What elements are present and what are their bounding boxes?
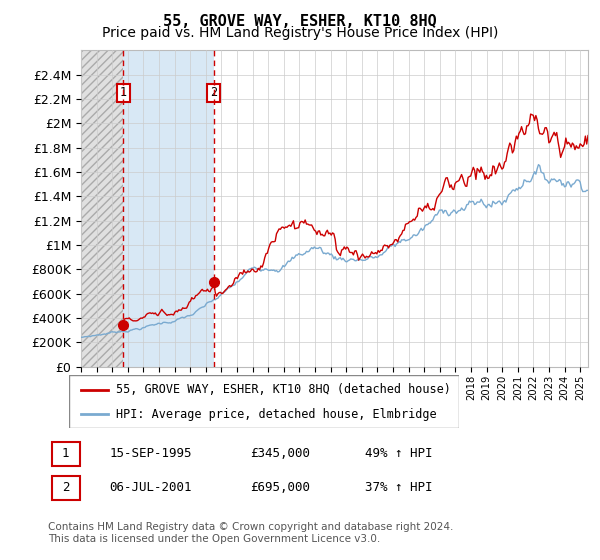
Bar: [81, 50, 123, 367]
Text: 15-SEP-1995: 15-SEP-1995: [110, 447, 192, 460]
Text: 2: 2: [62, 482, 70, 494]
Text: Contains HM Land Registry data © Crown copyright and database right 2024.
This d: Contains HM Land Registry data © Crown c…: [48, 522, 454, 544]
Text: 1: 1: [120, 86, 127, 100]
Text: 37% ↑ HPI: 37% ↑ HPI: [365, 482, 432, 494]
Text: HPI: Average price, detached house, Elmbridge: HPI: Average price, detached house, Elmb…: [116, 408, 436, 421]
Text: 06-JUL-2001: 06-JUL-2001: [110, 482, 192, 494]
Text: Price paid vs. HM Land Registry's House Price Index (HPI): Price paid vs. HM Land Registry's House …: [102, 26, 498, 40]
Text: 55, GROVE WAY, ESHER, KT10 8HQ (detached house): 55, GROVE WAY, ESHER, KT10 8HQ (detached…: [116, 383, 451, 396]
Bar: [123, 50, 214, 367]
FancyBboxPatch shape: [52, 476, 80, 500]
FancyBboxPatch shape: [52, 442, 80, 466]
Text: 2: 2: [210, 86, 217, 100]
Text: £695,000: £695,000: [250, 482, 310, 494]
Text: 1: 1: [62, 447, 70, 460]
Text: 55, GROVE WAY, ESHER, KT10 8HQ: 55, GROVE WAY, ESHER, KT10 8HQ: [163, 14, 437, 29]
Text: 49% ↑ HPI: 49% ↑ HPI: [365, 447, 432, 460]
Text: £345,000: £345,000: [250, 447, 310, 460]
